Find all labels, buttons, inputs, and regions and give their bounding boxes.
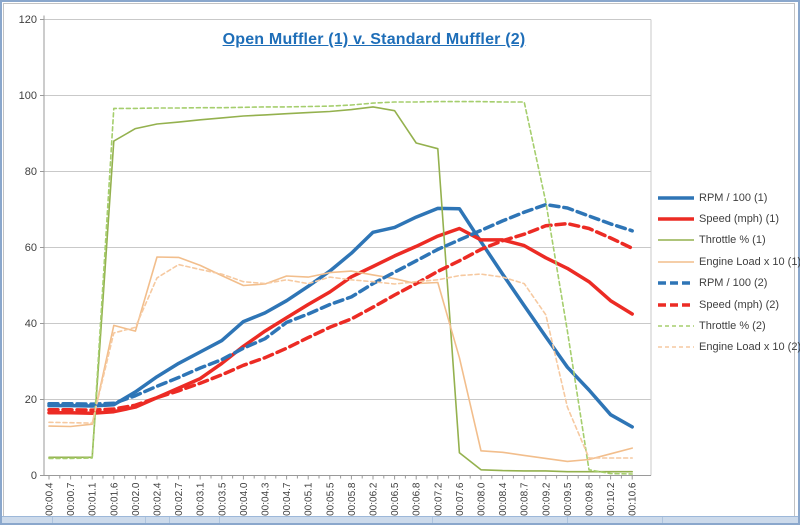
series-line-4[interactable] (48, 256, 634, 463)
legend-label: Speed (mph) (2) (699, 298, 780, 311)
x-tick-label: 00:09.5 (563, 482, 574, 516)
legend-label: RPM / 100 (1) (699, 191, 768, 204)
legend-line-sample (658, 302, 694, 307)
x-tick-label: 00:09.8 (585, 482, 596, 516)
series-line-3[interactable] (48, 106, 634, 473)
legend-line-sample (658, 346, 694, 349)
x-tick-label: 00:07.2 (433, 482, 444, 516)
y-tick-label: 20 (25, 394, 37, 406)
worksheet-cell-separator (169, 517, 170, 523)
x-tick-label: 00:05.8 (347, 482, 358, 516)
legend-line-sample (658, 281, 694, 285)
legend-line-sample (658, 195, 694, 200)
y-tick-label: 100 (19, 90, 37, 102)
x-tick-label: 00:04.7 (282, 482, 293, 516)
y-axis-labels: 0 20 40 60 80 100 120 (19, 14, 44, 482)
gridlines (44, 19, 651, 400)
worksheet-cell-separator (567, 517, 568, 523)
legend-item-4[interactable]: Engine Load x 10 (1) (657, 251, 800, 272)
x-tick-label: 00:04.0 (239, 482, 250, 516)
legend-label: Throttle % (2) (699, 320, 766, 333)
legend-label: Engine Load x 10 (1) (699, 255, 800, 268)
x-tick-label: 00:05.5 (325, 482, 336, 516)
x-tick-label: 00:00.4 (45, 482, 56, 516)
legend-item-5[interactable]: RPM / 100 (2) (657, 273, 797, 294)
x-tick-label: 00:10.6 (628, 482, 639, 516)
legend-line-sample (658, 325, 694, 327)
legend-line-sample (658, 261, 694, 263)
worksheet-cell-separator (52, 517, 53, 523)
x-tick-label: 00:06.8 (412, 482, 423, 516)
worksheet-edge-strip (2, 516, 798, 523)
x-tick-label: 00:09.2 (541, 482, 552, 516)
x-tick-label: 00:02.4 (153, 482, 164, 516)
series-line-7[interactable] (48, 100, 634, 475)
y-tick-label: 120 (19, 14, 37, 26)
legend-item-6[interactable]: Speed (mph) (2) (657, 294, 797, 315)
x-tick-label: 00:01.1 (88, 482, 99, 516)
x-tick-label: 00:05.1 (304, 482, 315, 516)
worksheet-cell-separator (432, 517, 433, 523)
legend-line-sample (658, 217, 694, 221)
chart-title[interactable]: Open Muffler (1) v. Standard Muffler (2) (222, 31, 526, 48)
worksheet-cell-separator (219, 517, 220, 523)
series-line-8[interactable] (48, 263, 634, 459)
legend-item-3[interactable]: Throttle % (1) (657, 230, 797, 251)
worksheet-cell-separator (662, 517, 663, 523)
x-tick-label: 00:10.2 (606, 482, 617, 516)
x-tick-label: 00:02.0 (131, 482, 142, 516)
series-line-1[interactable] (47, 206, 634, 429)
series-line-2[interactable] (47, 226, 634, 415)
y-tick-label: 0 (31, 470, 37, 482)
worksheet-cell-separator (145, 517, 146, 523)
legend-label: Throttle % (1) (699, 234, 766, 247)
chart-object: 0 20 40 60 80 100 120 00:00.4 00:00.7 00:01.1 00:0… (3, 3, 800, 521)
x-tick-label: 00:08.7 (520, 482, 531, 516)
x-tick-label: 00:03.5 (217, 482, 228, 516)
legend-item-7[interactable]: Throttle % (2) (657, 315, 797, 336)
x-tick-label: 00:06.5 (390, 482, 401, 516)
x-tick-label: 00:03.1 (196, 482, 207, 516)
legend-item-2[interactable]: Speed (mph) (1) (657, 208, 797, 229)
x-tick-label: 00:01.6 (109, 482, 120, 516)
x-tick-label: 00:02.7 (174, 482, 185, 516)
legend-item-8[interactable]: Engine Load x 10 (2) (657, 337, 800, 358)
legend-label: Engine Load x 10 (2) (699, 341, 800, 354)
legend-item-1[interactable]: RPM / 100 (1) (657, 187, 797, 208)
x-tick-label: 00:00.7 (66, 482, 77, 516)
x-tick-label: 00:08.4 (498, 482, 509, 516)
legend-line-sample (658, 239, 694, 242)
x-axis-labels: 00:00.4 00:00.7 00:01.1 00:01.6 00:02.0 00:02… (45, 475, 639, 516)
series-line-6[interactable] (47, 221, 634, 412)
legend-label: Speed (mph) (1) (699, 213, 780, 226)
x-tick-label: 00:04.3 (261, 482, 272, 516)
chart-legend: RPM / 100 (1) Speed (mph) (1) Throttle % (… (657, 187, 800, 358)
x-tick-label: 00:08.0 (477, 482, 488, 516)
legend-label: RPM / 100 (2) (699, 277, 768, 290)
series-line-5[interactable] (47, 202, 634, 406)
x-tick-label: 00:07.6 (455, 482, 466, 516)
y-tick-label: 80 (25, 166, 37, 178)
y-tick-label: 60 (25, 242, 37, 254)
x-tick-label: 00:06.2 (369, 482, 380, 516)
y-tick-label: 40 (25, 318, 37, 330)
